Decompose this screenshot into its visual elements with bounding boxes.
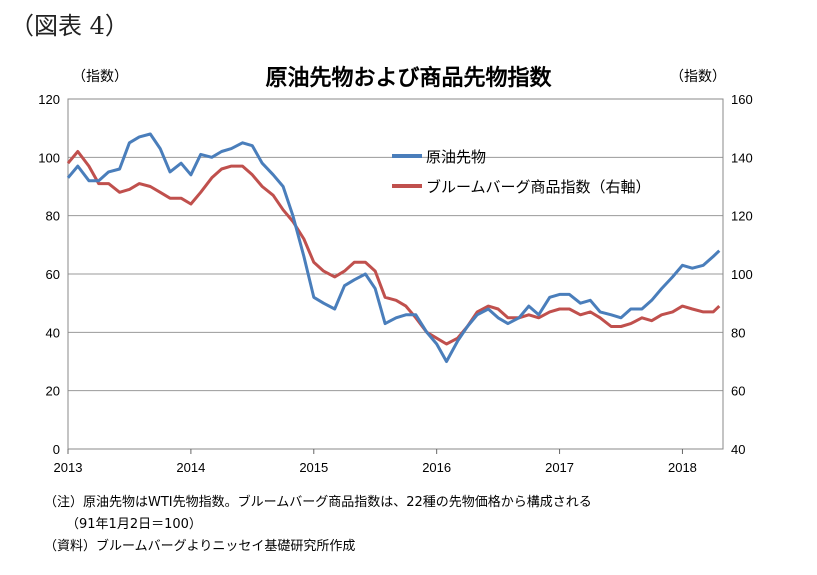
note-line-1: （注）原油先物はWTI先物指数。ブルームバーグ商品指数は、22種の先物価格から構… [44, 495, 592, 510]
y-left-tick-label: 40 [46, 325, 60, 340]
figure-label: （図表 4） [10, 12, 129, 40]
y-right-tick-label: 120 [731, 209, 753, 224]
left-axis-unit-label: （指数） [72, 69, 128, 85]
y-right-tick-label: 100 [731, 267, 753, 282]
series-line-commodity-index [66, 150, 721, 346]
axis-ticks: 0 20 40 60 80 100 120 40 60 80 100 120 140 160 2013 201… [38, 92, 752, 475]
series-line-crude-oil [66, 132, 721, 363]
x-tick-label: 2018 [668, 460, 697, 475]
x-tick-label: 2013 [54, 460, 83, 475]
chart-title: 原油先物および商品先物指数 [265, 66, 552, 91]
x-tick-label: 2014 [176, 460, 205, 475]
legend-item-commodity-index-label: ブルームバーグ商品指数（右軸） [426, 178, 651, 196]
y-left-tick-label: 120 [38, 92, 60, 107]
x-tick-label: 2015 [299, 460, 328, 475]
x-tick-label: 2017 [545, 460, 574, 475]
legend-item-crude-oil-label: 原油先物 [426, 148, 486, 166]
x-tick-label: 2016 [422, 460, 451, 475]
y-left-tick-label: 0 [53, 442, 60, 457]
y-left-tick-label: 80 [46, 209, 60, 224]
series-lines [66, 132, 721, 363]
note-line-2: （91年1月2日＝100） [66, 517, 202, 532]
plot-frame [67, 98, 724, 450]
y-right-tick-label: 40 [731, 442, 745, 457]
chart-area: 0 20 40 60 80 100 120 40 60 80 100 120 140 160 2013 201… [38, 92, 752, 475]
y-right-tick-label: 140 [731, 150, 753, 165]
y-right-tick-label: 160 [731, 92, 753, 107]
right-axis-unit-label: （指数） [670, 69, 726, 85]
y-left-tick-label: 20 [46, 384, 60, 399]
y-left-tick-label: 100 [38, 150, 60, 165]
notes: （注）原油先物はWTI先物指数。ブルームバーグ商品指数は、22種の先物価格から構… [44, 492, 592, 558]
y-left-tick-label: 60 [46, 267, 60, 282]
y-right-tick-label: 80 [731, 325, 745, 340]
source-line: （資料）ブルームバーグよりニッセイ基礎研究所作成 [44, 539, 356, 554]
y-right-tick-label: 60 [731, 384, 745, 399]
